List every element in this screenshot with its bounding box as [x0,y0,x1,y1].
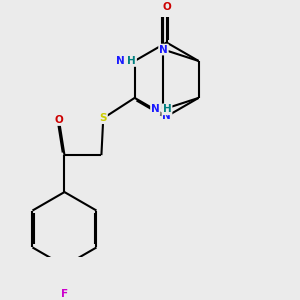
Text: N: N [116,56,125,66]
Text: N: N [159,45,168,55]
Text: H: H [163,104,172,114]
Text: F: F [61,289,68,298]
Text: N: N [162,111,171,122]
Text: N: N [151,104,160,114]
Text: H: H [127,56,136,66]
Text: O: O [162,2,171,12]
Text: O: O [55,115,63,125]
Text: S: S [100,113,107,123]
